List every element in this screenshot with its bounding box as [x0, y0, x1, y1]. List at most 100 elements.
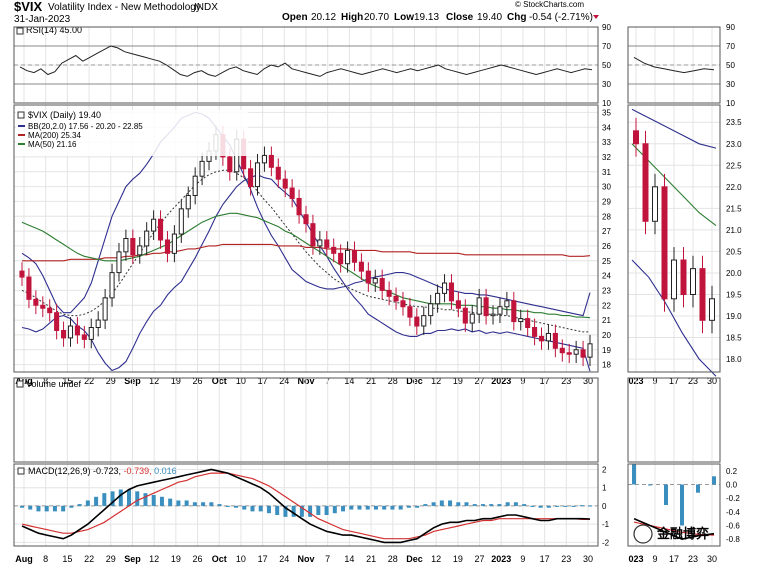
- candle-body: [47, 307, 53, 314]
- macd-tick-label: -2: [602, 538, 610, 547]
- candle-body: [178, 208, 184, 235]
- macd-histogram-bar: [266, 505, 271, 514]
- price-tick-label: 32: [602, 153, 611, 162]
- candle-body: [144, 230, 150, 247]
- inset-bb-upper-line: [631, 108, 717, 149]
- candle-body: [351, 249, 358, 263]
- macd-inset-x-tick-label: 023: [628, 554, 643, 564]
- rsi-tick-label: 70: [602, 42, 611, 51]
- macd-inset-histogram-bar: [648, 484, 652, 486]
- candle-body: [74, 325, 80, 336]
- macd-histogram-bar: [423, 504, 428, 506]
- price-tick-label: 34: [602, 123, 611, 132]
- candle-body: [545, 332, 551, 342]
- macd-histogram-bar: [522, 504, 527, 506]
- price-tick-label: 24: [602, 272, 611, 281]
- macd-inset-tick-label: 0.2: [726, 467, 738, 476]
- macd-histogram-bar: [192, 502, 197, 506]
- price-tick-label: 30: [602, 183, 611, 192]
- macd-x-tick-label: 8: [43, 554, 48, 564]
- macd-histogram-bar: [415, 505, 420, 508]
- macd-inset-line: [633, 517, 715, 541]
- volume-collapse-icon: [16, 380, 24, 388]
- macd-histogram-bar: [472, 504, 477, 506]
- macd-histogram-bar: [151, 494, 156, 506]
- macd-inset-tick-label: -0.8: [726, 535, 740, 544]
- macd-histogram-bar: [176, 500, 181, 506]
- candle-body: [566, 352, 572, 355]
- chart-date: 31-Jan-2023: [14, 14, 71, 25]
- candle-body: [324, 239, 330, 248]
- candle-body: [414, 316, 420, 327]
- panel-frame-vol: [13, 377, 599, 463]
- price-inset-tick-label: 18.5: [726, 334, 742, 343]
- corner-badge: 金融博弈: [633, 524, 709, 544]
- price-inset-tick-label: 23.0: [726, 140, 742, 149]
- price-tick-label: 29: [602, 197, 611, 206]
- rsi-inset-tick-label: 70: [726, 42, 735, 51]
- macd-histogram-bar: [143, 493, 148, 506]
- macd-x-tick-label: 28: [388, 554, 398, 564]
- candle-body: [61, 329, 67, 339]
- volume-title: Volume undef: [26, 379, 82, 389]
- rsi-inset-tick-label: 10: [726, 99, 735, 108]
- candle-body: [386, 289, 392, 297]
- inset-candle-body: [633, 130, 639, 145]
- price-tick-label: 19: [602, 346, 611, 355]
- macd-histogram-bar: [61, 505, 66, 512]
- candle-body: [538, 335, 545, 342]
- candle-body: [441, 282, 448, 294]
- candle-body: [317, 239, 323, 247]
- macd-x-tick-label: Nov: [297, 554, 314, 564]
- price-tick-label: 28: [602, 212, 611, 221]
- macd-x-tick-label: 12: [431, 554, 441, 564]
- macd-histogram-bar: [299, 505, 304, 517]
- macd-histogram-bar: [382, 505, 387, 510]
- macd-x-tick-label: 15: [62, 554, 72, 564]
- macd-x-tick-label: 12: [149, 554, 159, 564]
- candle-body: [483, 297, 489, 317]
- macd-inset-histogram-bar: [664, 484, 668, 505]
- price-legend-item: MA(50) 21.16: [28, 140, 77, 149]
- candle-body: [199, 160, 205, 177]
- price-tick-label: 21: [602, 316, 611, 325]
- histogram-value: 0.016: [154, 466, 177, 476]
- price-inset-tick-label: 22.5: [726, 161, 742, 170]
- candle-body: [192, 175, 198, 196]
- macd-histogram-bar: [225, 505, 230, 507]
- symbol: $VIX: [14, 0, 43, 14]
- macd-x-tick-label: 29: [106, 554, 116, 564]
- candle-body: [490, 313, 496, 317]
- candle-body: [109, 272, 115, 299]
- open-value: 20.12: [311, 12, 336, 23]
- price-tick-label: 25: [602, 257, 611, 266]
- macd-x-tick-label: Oct: [212, 554, 227, 564]
- rsi-inset-line: [633, 56, 715, 74]
- macd-histogram-bar: [184, 500, 189, 506]
- candle-body: [289, 187, 295, 199]
- candle-body: [164, 239, 171, 254]
- macd-histogram-bar: [20, 505, 24, 508]
- rsi-tick-label: 50: [602, 61, 611, 70]
- panel-frame-price: [13, 104, 599, 373]
- macd-line: [21, 468, 591, 544]
- inset-frame-macd: [627, 463, 721, 547]
- macd-x-tick-label: 19: [453, 554, 463, 564]
- macd-histogram-bar: [127, 489, 132, 506]
- macd-collapse-icon: [17, 467, 25, 475]
- bb-upper-line: [21, 111, 591, 317]
- price-tick-label: 33: [602, 138, 611, 147]
- macd-histogram-bar: [439, 500, 444, 506]
- candle-body: [455, 300, 461, 309]
- macd-inset-tick-label: 0.0: [726, 481, 738, 490]
- macd-x-tick-label: 30: [583, 554, 593, 564]
- macd-histogram-bar: [209, 502, 214, 506]
- macd-histogram-bar: [324, 505, 329, 516]
- candle-body: [275, 166, 281, 180]
- price-tick-label: 27: [602, 227, 611, 236]
- inset-candle-body: [671, 259, 677, 300]
- macd-histogram-bar: [234, 505, 239, 508]
- chg-value: -0.54 (-2.71%): [529, 12, 593, 23]
- macd-histogram-bar: [94, 496, 99, 506]
